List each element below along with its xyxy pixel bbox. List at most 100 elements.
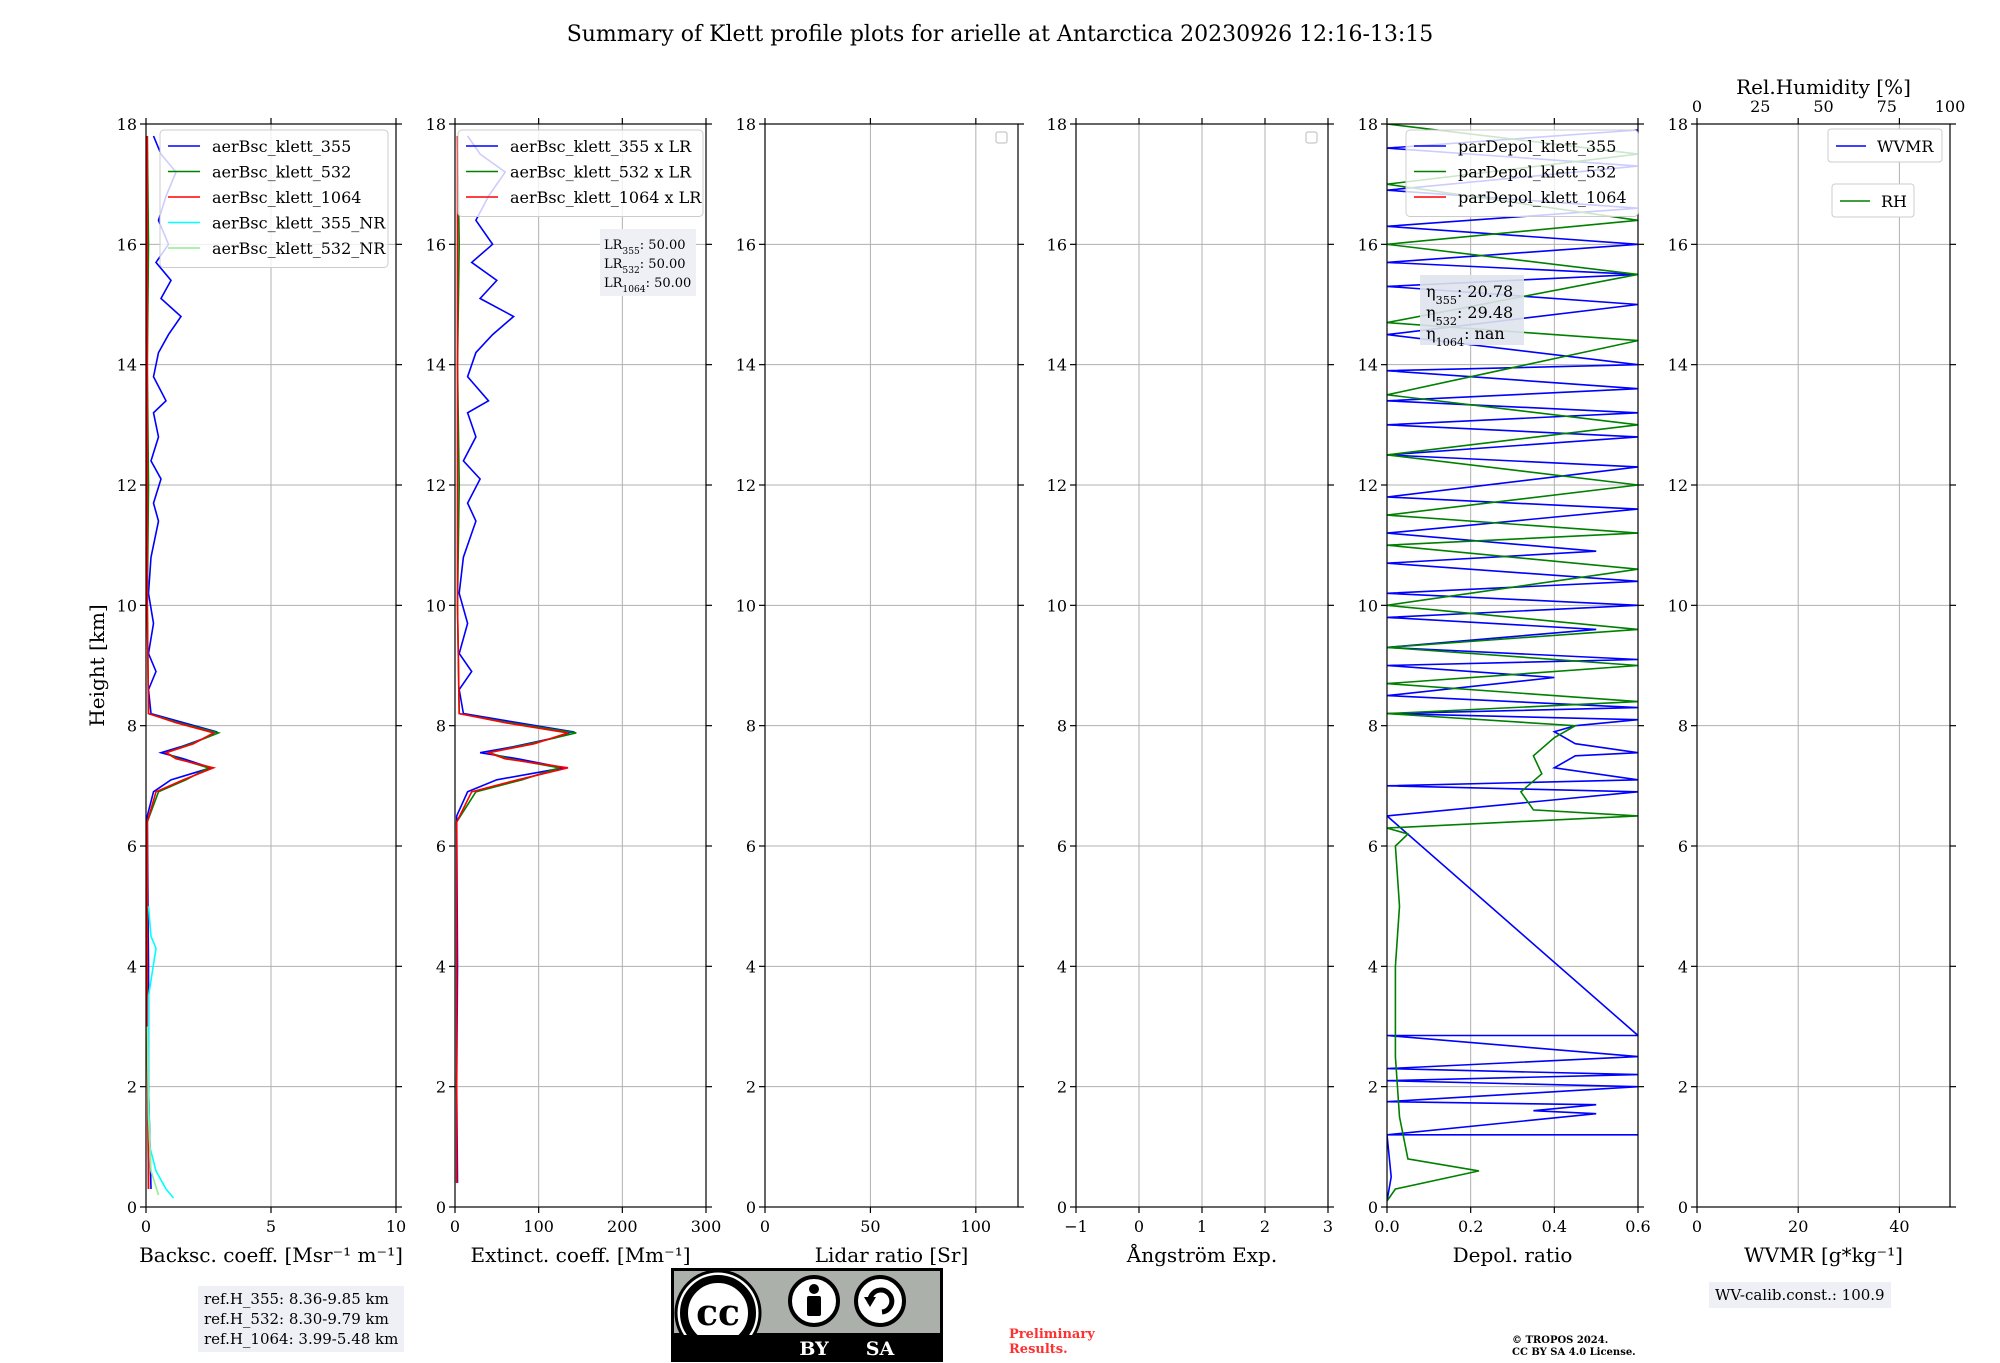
ytick-label: 6 [746, 837, 756, 856]
ytick-label: 14 [426, 356, 446, 375]
panel-lidar_ratio: 0 2 4 6 8 10 12 14 16 18 0 50 100 Lidar ratio [Sr] [736, 115, 1024, 1267]
series-aerBsc_klett_1064 [146, 136, 217, 1190]
eta-label-val: : 29.48 [1457, 303, 1513, 322]
legend-entry: parDepol_klett_532 [1458, 163, 1616, 182]
axes-frame [1386, 123, 1639, 1208]
by-person-body [807, 1296, 821, 1316]
ytick-label: 10 [736, 596, 756, 615]
wv-calib-text: WV-calib.const.: 100.9 [1715, 1286, 1885, 1304]
eta-label-sub: 1064 [1436, 336, 1464, 349]
ytick-label: 10 [1358, 596, 1378, 615]
ytick-label: 12 [1358, 476, 1378, 495]
y-axis-label: Height [km] [85, 604, 109, 726]
x-axis-label: Backsc. coeff. [Msr⁻¹ m⁻¹] [139, 1243, 403, 1267]
ref-height-355: ref.H_355: 8.36-9.85 km [204, 1290, 389, 1308]
axes-frame [764, 123, 1019, 1208]
legend-entry: parDepol_klett_355 [1458, 137, 1616, 156]
ytick-label: 8 [1368, 717, 1378, 736]
top-xtick-label: 75 [1877, 97, 1897, 116]
eta-label-key: η [1426, 282, 1436, 301]
top-xtick-label: 100 [1935, 97, 1966, 116]
ytick-label: 18 [117, 115, 137, 134]
legend-entry: aerBsc_klett_355 [212, 137, 351, 156]
series-aerBsc_klett_355 x LR [455, 135, 576, 1183]
xtick-label: 0 [1692, 1217, 1702, 1236]
eta-label-key: η [1426, 324, 1436, 343]
legend-backscatter: aerBsc_klett_355 aerBsc_klett_532 aerBsc_k… [159, 129, 389, 268]
ytick-label: 10 [426, 596, 446, 615]
xtick-label: 100 [523, 1217, 554, 1236]
eta-label-val: : nan [1464, 324, 1505, 343]
sa-arrow-head [864, 1297, 876, 1307]
empty-legend-box [1305, 131, 1318, 144]
legend-wvmr: WVMR [1827, 128, 1943, 163]
legend-entry: aerBsc_klett_355 x LR [510, 137, 692, 156]
xtick-label: 300 [691, 1217, 722, 1236]
xtick-label: 20 [1788, 1217, 1808, 1236]
lr-label-val: : 50.00 [640, 238, 686, 253]
ytick-label: 4 [436, 957, 446, 976]
lr-label-val: : 50.00 [640, 257, 686, 272]
series-aerBsc_klett_532_NR [146, 1026, 160, 1196]
x-axis-label: Extinct. coeff. [Mm⁻¹] [470, 1243, 690, 1267]
ytick-label: 2 [1678, 1078, 1688, 1097]
eta-box [1420, 275, 1524, 345]
ytick-label: 4 [127, 957, 137, 976]
ytick-label: 12 [736, 476, 756, 495]
ytick-label: 14 [736, 356, 756, 375]
lr-label-val: : 50.00 [646, 276, 692, 291]
cc-glyph: cc [696, 1292, 740, 1334]
ytick-label: 14 [1358, 356, 1378, 375]
ytick-label: 16 [736, 235, 756, 254]
series-aerBsc_klett_532 [146, 135, 222, 1190]
x-axis-label: Ångström Exp. [1126, 1242, 1277, 1267]
ytick-label: 12 [1047, 476, 1067, 495]
ytick-label: 2 [127, 1078, 137, 1097]
xtick-label: 2 [1260, 1217, 1270, 1236]
ytick-label: 8 [1057, 717, 1067, 736]
xtick-label: 3 [1323, 1217, 1333, 1236]
xtick-label: 50 [860, 1217, 880, 1236]
ytick-label: 8 [746, 717, 756, 736]
ytick-label: 4 [746, 957, 756, 976]
eta-label: η1064: nan [1426, 324, 1505, 349]
ytick-label: 10 [1668, 596, 1688, 615]
lr-label: LR1064: 50.00 [604, 276, 691, 295]
series-aerBsc_klett_1064 x LR [455, 136, 569, 1183]
x-axis-label: Depol. ratio [1453, 1243, 1573, 1267]
ytick-label: 6 [1678, 837, 1688, 856]
lr-label-sub: 1064 [622, 285, 645, 295]
series-group [146, 135, 222, 1199]
ytick-label: 18 [1047, 115, 1067, 134]
ytick-label: 2 [1368, 1078, 1378, 1097]
ytick-label: 8 [127, 717, 137, 736]
wv-calib-box: WV-calib.const.: 100.9 [1709, 1282, 1891, 1308]
lr-label-key: LR [604, 257, 624, 272]
ytick-label: 10 [1047, 596, 1067, 615]
figure-title: Summary of Klett profile plots for ariel… [566, 22, 1434, 47]
ytick-label: 0 [436, 1198, 446, 1217]
legend-entry: aerBsc_klett_532 [212, 163, 351, 182]
lr-label: LR532: 50.00 [604, 257, 686, 276]
preliminary-line-2: Results. [1009, 1342, 1068, 1357]
legend-box [1827, 128, 1943, 163]
lr-box [600, 229, 696, 296]
axes-frame [1696, 123, 1951, 1208]
ref-height-1064: ref.H_1064: 3.99-5.48 km [204, 1330, 399, 1348]
xtick-label: 0.4 [1542, 1217, 1567, 1236]
ytick-label: 2 [1057, 1078, 1067, 1097]
xtick-label: 0 [760, 1217, 770, 1236]
panel-depol: 0 2 4 6 8 10 12 14 16 18 0.0 0.2 0.4 0.6 Depol. ratio p… [1358, 115, 1651, 1267]
legend-entry: parDepol_klett_1064 [1458, 188, 1627, 207]
lr-label-key: LR [604, 276, 624, 291]
legend-entry: aerBsc_klett_532_NR [212, 239, 386, 258]
ytick-label: 14 [1047, 356, 1067, 375]
top-x-axis-label: Rel.Humidity [%] [1736, 75, 1911, 99]
top-xtick-label: 50 [1813, 97, 1833, 116]
legend-rh: RH [1831, 183, 1915, 218]
ytick-label: 12 [426, 476, 446, 495]
ytick-label: 12 [117, 476, 137, 495]
ytick-label: 8 [1678, 717, 1688, 736]
